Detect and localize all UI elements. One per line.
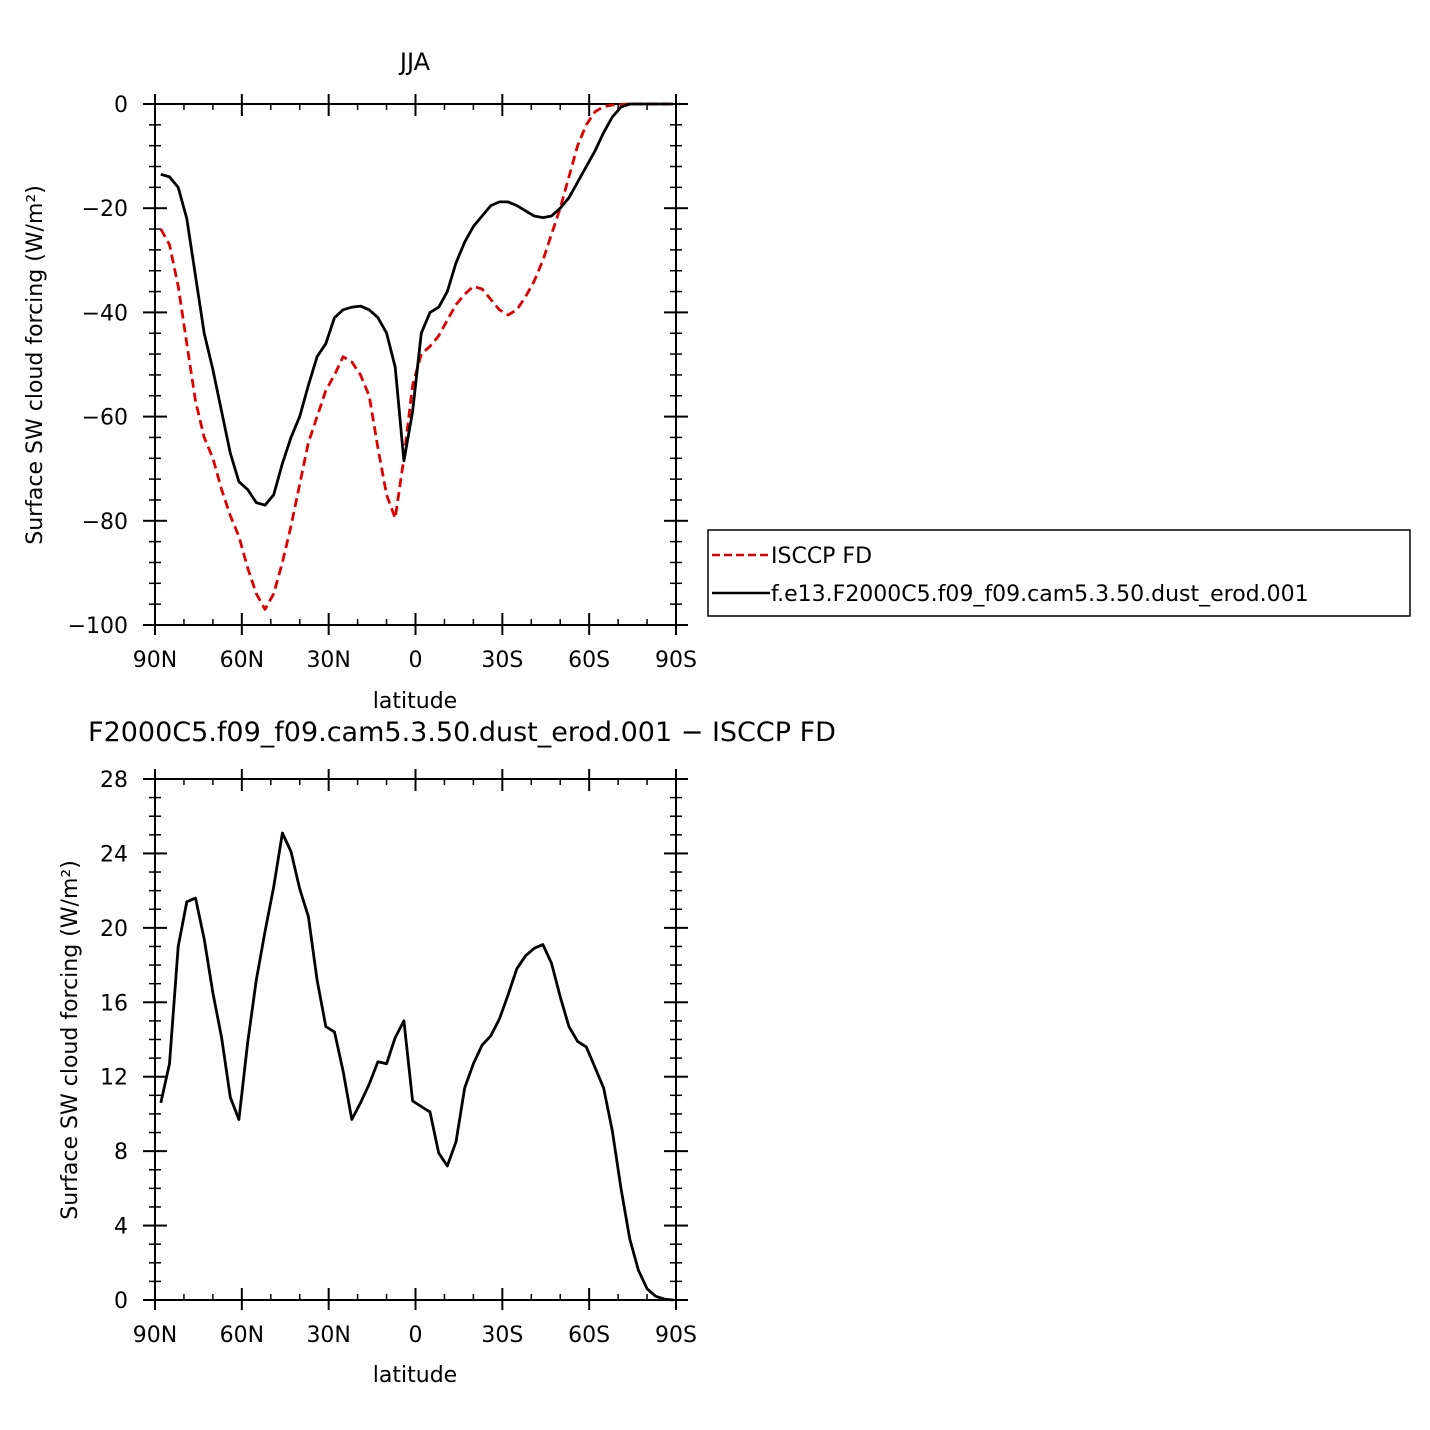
top-y-tick-labels: 0 −20 −40 −60 −80 −100 <box>68 93 128 639</box>
top-panel: JJA 90N 60N 30N 0 30S 60S 90S 0 −20 −40 −60 −80 −10… <box>23 48 697 714</box>
top-panel-title: JJA <box>398 48 431 76</box>
top-x-tick-label: 30S <box>481 648 523 673</box>
top-x-tick-labels: 90N 60N 30N 0 30S 60S 90S <box>133 648 697 673</box>
top-y-axis-label: Surface SW cloud forcing (W/m²) <box>23 185 48 545</box>
top-x-tick-label: 0 <box>409 648 423 673</box>
top-series-line-1 <box>160 102 674 507</box>
bottom-x-tick-label: 0 <box>409 1323 423 1348</box>
legend-box <box>707 529 1411 617</box>
bottom-plot-frame <box>154 778 677 1301</box>
bottom-x-tick-labels: 90N 60N 30N 0 30S 60S 90S <box>133 1323 697 1348</box>
top-y-tick-label: −100 <box>68 614 128 639</box>
bottom-panel: F2000C5.f09_f09.cam5.3.50.dust_erod.001 … <box>58 717 836 1388</box>
bottom-y-tick-label: 28 <box>100 768 128 793</box>
bottom-y-tick-label: 0 <box>114 1289 128 1314</box>
top-plot-frame <box>154 103 677 626</box>
top-x-tick-label: 60N <box>220 648 264 673</box>
bottom-y-tick-label: 24 <box>100 842 128 867</box>
bottom-y-tick-label: 8 <box>114 1140 128 1165</box>
legend-label-isccp: ISCCP FD <box>771 544 872 569</box>
bottom-y-axis-label: Surface SW cloud forcing (W/m²) <box>58 860 83 1220</box>
top-x-tick-label: 30N <box>306 648 350 673</box>
top-x-tick-label: 90S <box>655 648 697 673</box>
bottom-y-tick-label: 16 <box>100 991 128 1016</box>
bottom-x-tick-label: 30S <box>481 1323 523 1348</box>
bottom-panel-title: F2000C5.f09_f09.cam5.3.50.dust_erod.001 … <box>88 717 836 748</box>
top-y-tick-label: −60 <box>82 406 128 431</box>
top-x-tick-label: 60S <box>568 648 610 673</box>
top-series-line-0 <box>159 102 674 611</box>
bottom-x-tick-label: 90S <box>655 1323 697 1348</box>
top-y-tick-label: −20 <box>82 197 128 222</box>
bottom-x-tick-label: 30N <box>306 1323 350 1348</box>
top-y-tick-label: −40 <box>82 301 128 326</box>
legend: ISCCP FD f.e13.F2000C5.f09_f09.cam5.3.50… <box>707 529 1411 617</box>
bottom-x-tick-label: 60N <box>220 1323 264 1348</box>
bottom-x-tick-label: 90N <box>133 1323 177 1348</box>
top-series-lines <box>159 102 674 611</box>
bottom-series-line-0 <box>159 831 674 1302</box>
top-x-tick-label: 90N <box>133 648 177 673</box>
bottom-series-lines <box>159 831 674 1302</box>
bottom-y-tick-labels: 28 24 20 16 12 8 4 0 <box>100 768 128 1314</box>
bottom-x-tick-label: 60S <box>568 1323 610 1348</box>
top-y-tick-label: −80 <box>82 510 128 535</box>
bottom-y-tick-label: 12 <box>100 1066 128 1091</box>
top-x-axis-label: latitude <box>373 689 457 714</box>
bottom-y-tick-label: 4 <box>114 1215 128 1240</box>
bottom-y-tick-label: 20 <box>100 917 128 942</box>
bottom-x-axis-label: latitude <box>373 1363 457 1388</box>
top-y-tick-label: 0 <box>114 93 128 118</box>
bottom-axis-ticks <box>143 769 688 1310</box>
legend-label-model: f.e13.F2000C5.f09_f09.cam5.3.50.dust_ero… <box>771 582 1309 607</box>
top-axis-ticks <box>143 94 688 635</box>
